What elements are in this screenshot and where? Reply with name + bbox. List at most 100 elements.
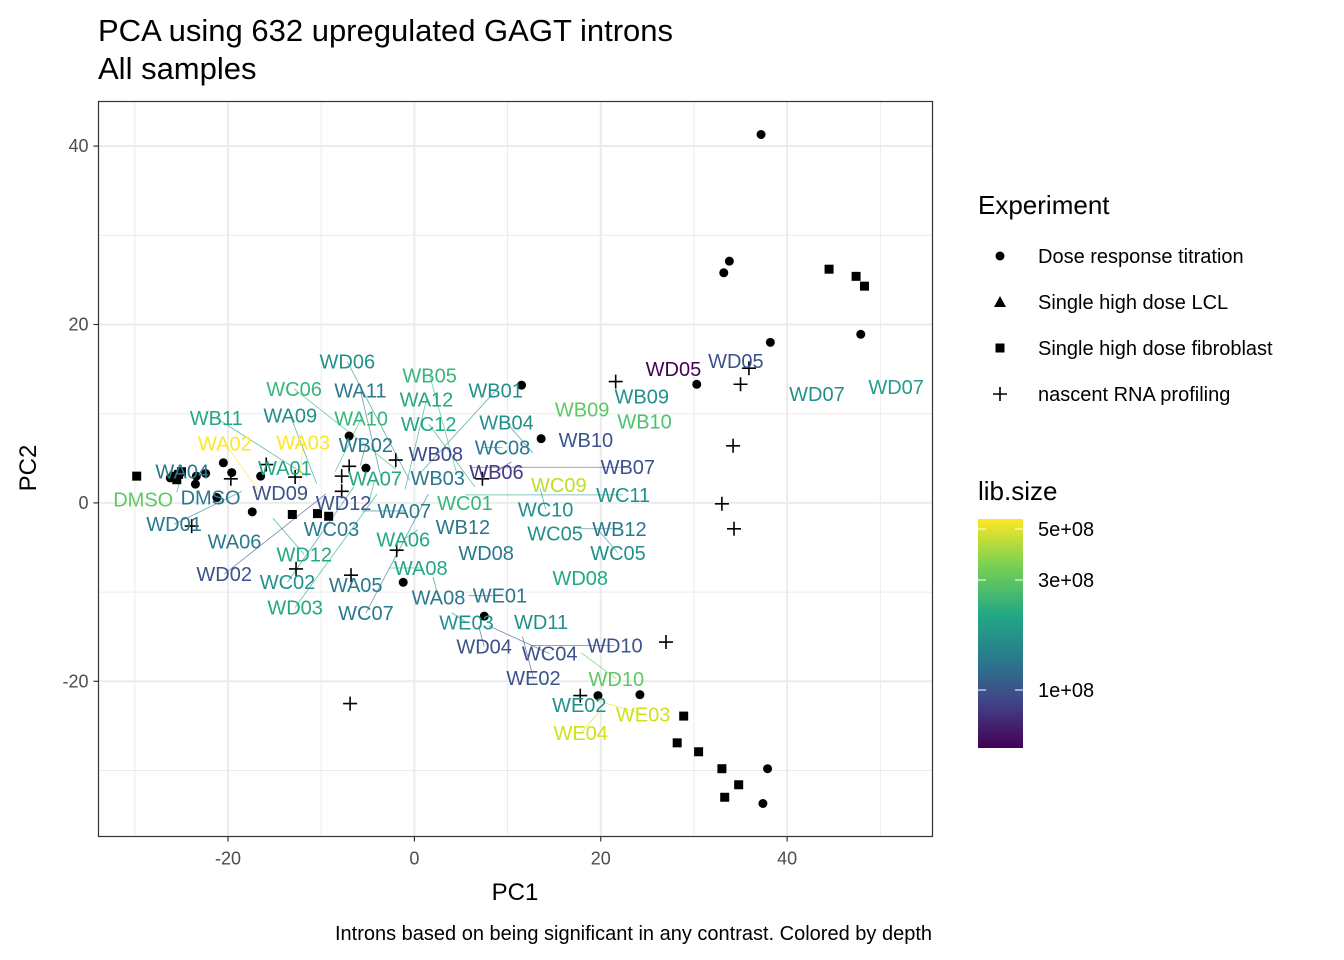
sample-label: WA03 — [276, 433, 330, 455]
sample-label: WB12 — [436, 517, 490, 539]
sample-label: WD08 — [552, 568, 608, 590]
point-cross — [289, 561, 304, 576]
x-tick-label: -20 — [215, 849, 241, 869]
label-leader-line — [429, 375, 457, 472]
sample-label: DMSO — [113, 489, 173, 511]
point-square — [734, 780, 744, 790]
label-leader-line — [580, 652, 617, 680]
sample-label: WD03 — [267, 597, 323, 619]
label-leader-line — [580, 708, 602, 734]
sample-label: WE02 — [506, 668, 560, 690]
legend-label: Single high dose LCL — [1038, 292, 1228, 314]
point-circle — [247, 507, 257, 517]
sample-label: WC10 — [518, 499, 574, 521]
point-circle — [190, 479, 200, 489]
point-circle — [765, 337, 775, 347]
sample-label: WA11 — [334, 381, 386, 403]
label-leader-line — [596, 528, 619, 554]
label-leader-line — [287, 486, 355, 583]
point-square — [694, 747, 704, 757]
label-leader-line — [496, 461, 512, 473]
sample-label: WB08 — [409, 444, 463, 466]
chart-subtitle: All samples — [98, 51, 257, 86]
point-circle — [191, 471, 201, 481]
sample-label: WB10 — [559, 430, 613, 452]
point-circle — [763, 764, 773, 774]
point-circle — [227, 468, 237, 478]
legend-label: nascent RNA profiling — [1038, 384, 1230, 406]
sample-label: WB12 — [592, 519, 646, 541]
y-tick-label: 20 — [68, 314, 88, 334]
point-square — [312, 509, 322, 519]
label-leader-line — [478, 625, 485, 647]
label-leader-line — [334, 418, 362, 472]
point-circle — [479, 611, 489, 621]
point-cross — [388, 453, 403, 468]
sample-label: WB05 — [402, 365, 456, 387]
sample-label: WA07 — [377, 501, 431, 523]
point-cross — [288, 470, 303, 485]
color-tick-label: 5e+08 — [1038, 519, 1094, 541]
sample-label: WD05 — [646, 359, 702, 381]
sample-label: WC06 — [266, 379, 322, 401]
point-circle — [344, 431, 354, 441]
x-tick-label: 20 — [591, 849, 611, 869]
label-leader-line — [272, 517, 305, 555]
sample-label: WA06 — [208, 531, 262, 553]
point-circle — [692, 379, 702, 389]
sample-label: WA05 — [329, 575, 383, 597]
label-leader-line — [173, 490, 243, 525]
label-leader-line — [506, 422, 534, 454]
point-circle — [256, 471, 266, 481]
sample-label: WD08 — [458, 543, 514, 565]
point-square — [851, 271, 861, 281]
sample-label: WB03 — [410, 468, 464, 490]
point-circle — [724, 256, 734, 266]
sample-label: WD07 — [868, 377, 924, 399]
sample-label: WA07 — [348, 469, 402, 491]
legend-square-icon — [995, 343, 1005, 353]
label-leader-line — [297, 442, 304, 499]
sample-label: WD09 — [252, 483, 308, 505]
sample-label: WD04 — [456, 637, 512, 659]
label-leader-line — [369, 478, 376, 500]
caption: Introns based on being significant in an… — [335, 923, 932, 945]
point-square — [132, 471, 142, 481]
label-leader-line — [289, 415, 317, 484]
label-leader-line — [432, 576, 439, 598]
sample-label: WE04 — [553, 723, 607, 745]
point-circle — [593, 691, 603, 701]
sample-label: WB09 — [615, 387, 669, 409]
color-bar — [978, 519, 1023, 748]
label-leader-line — [404, 399, 427, 490]
label-leader-line — [223, 493, 327, 575]
sample-label: WC07 — [338, 603, 394, 625]
label-leader-line — [294, 493, 378, 608]
point-square — [287, 509, 297, 519]
y-tick-label: -20 — [62, 671, 88, 691]
grid — [98, 101, 933, 837]
data-points — [132, 130, 869, 808]
label-leader-line — [488, 625, 550, 654]
point-circle — [756, 130, 766, 140]
legend-circle-icon — [995, 251, 1005, 261]
point-cross — [608, 374, 623, 389]
sample-label: WD06 — [320, 352, 376, 374]
point-square — [824, 264, 834, 274]
sample-label: WB06 — [469, 462, 523, 484]
plot-panel-border — [97, 100, 934, 838]
sample-label: WA08 — [412, 588, 466, 610]
point-cross — [343, 696, 358, 711]
sample-label: WB01 — [468, 381, 522, 403]
sample-label: WB04 — [479, 413, 533, 435]
point-circle — [212, 493, 222, 503]
sample-label: WB07 — [601, 457, 655, 479]
x-axis-title: PC1 — [492, 879, 539, 906]
point-cross — [573, 688, 588, 703]
color-legend: lib.size 5e+08 3e+08 1e+08 — [978, 476, 1094, 748]
sample-label: WC04 — [522, 644, 578, 666]
point-square — [679, 711, 689, 721]
point-square — [176, 467, 186, 477]
sample-label: WD07 — [789, 384, 845, 406]
point-cross — [334, 469, 349, 484]
